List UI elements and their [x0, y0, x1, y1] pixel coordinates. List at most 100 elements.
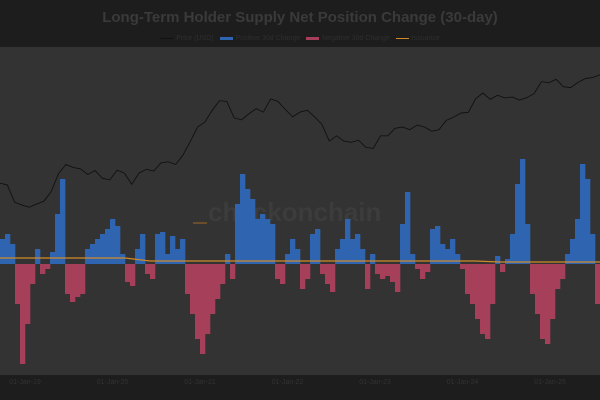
positive-change-bar — [345, 219, 351, 264]
positive-change-bar — [430, 229, 436, 264]
legend-item-price[interactable]: Price (USD) — [160, 35, 214, 42]
negative-change-bar — [215, 264, 221, 299]
negative-change-bar — [375, 264, 381, 274]
negative-change-bar — [480, 264, 486, 334]
legend-item-issuance[interactable]: Issuance — [395, 35, 440, 42]
negative-change-bar — [320, 264, 326, 274]
negative-change-bar — [540, 264, 546, 339]
negative-change-bar — [280, 264, 286, 284]
issuance-line — [0, 257, 600, 263]
positive-change-bar — [515, 184, 521, 264]
plot-area — [0, 47, 600, 375]
positive-change-bar — [155, 234, 161, 264]
negative-change-bar — [475, 264, 481, 319]
positive-change-bar — [445, 249, 451, 264]
negative-change-bar — [325, 264, 331, 284]
legend-swatch-positive — [219, 36, 233, 40]
watermark-text: checkonchain — [208, 197, 381, 227]
positive-change-bar — [525, 224, 531, 264]
positive-change-bar — [495, 256, 501, 264]
x-tick-label: 01-Jan-20 — [97, 379, 129, 386]
positive-change-bar — [55, 214, 61, 264]
negative-change-bar — [595, 264, 600, 304]
negative-change-bar — [125, 264, 131, 282]
negative-change-bar — [15, 264, 21, 304]
positive-change-bar — [95, 239, 101, 264]
legend-label: Price (USD) — [176, 35, 214, 42]
negative-change-bar — [220, 264, 226, 284]
negative-change-bar — [65, 264, 71, 294]
positive-change-bar — [135, 249, 141, 264]
negative-change-bar — [385, 264, 391, 276]
positive-change-bar — [265, 219, 271, 264]
x-tick-label: 01-Jan-21 — [184, 379, 216, 386]
negative-change-bar — [415, 264, 421, 269]
positive-change-bar — [405, 192, 411, 264]
positive-change-bar — [400, 224, 406, 264]
positive-change-bar — [165, 254, 171, 264]
positive-change-bar — [85, 249, 91, 264]
positive-change-bar — [115, 226, 121, 264]
negative-change-bar — [395, 264, 401, 292]
positive-change-bar — [255, 219, 261, 264]
negative-change-bar — [130, 264, 136, 286]
positive-change-bar — [240, 174, 246, 264]
negative-change-bar — [485, 264, 491, 339]
negative-change-bar — [300, 264, 306, 289]
positive-change-bar — [585, 179, 591, 264]
x-tick-label: 01-Jan-25 — [534, 379, 566, 386]
positive-change-bar — [360, 249, 366, 264]
negative-change-bar — [490, 264, 496, 304]
negative-change-bar — [20, 264, 26, 364]
negative-change-bar — [470, 264, 476, 304]
legend-item-negative[interactable]: Negative 30d Change — [306, 35, 390, 42]
negative-change-bar — [560, 264, 566, 279]
positive-change-bar — [60, 179, 66, 264]
watermark: checkonchain — [193, 197, 381, 227]
positive-change-bar — [270, 224, 276, 264]
positive-change-bar — [295, 249, 301, 264]
x-tick-label: 01-Jan-22 — [272, 379, 304, 386]
negative-change-bar — [150, 264, 156, 279]
positive-change-bar — [250, 199, 256, 264]
positive-change-bar — [105, 229, 111, 264]
legend: Price (USD) Positive 30d Change Negative… — [0, 35, 600, 42]
negative-change-bar — [185, 264, 191, 294]
positive-change-bar — [225, 254, 231, 264]
negative-change-bar — [230, 264, 236, 279]
negative-change-bar — [75, 264, 81, 297]
positive-change-bar — [170, 236, 176, 264]
positive-change-bar — [5, 234, 11, 264]
positive-change-bar — [565, 254, 571, 264]
positive-change-bar — [245, 189, 251, 264]
x-tick-label: 01-Jan-24 — [447, 379, 479, 386]
positive-change-bar — [180, 239, 186, 264]
negative-change-bar — [530, 264, 536, 294]
positive-change-bar — [335, 249, 341, 264]
negative-change-bar — [420, 264, 426, 279]
positive-change-bar — [570, 239, 576, 264]
x-tick-label: 01-Jan-23 — [359, 379, 391, 386]
negative-change-bar — [190, 264, 196, 314]
positive-change-bar — [410, 254, 416, 264]
positive-change-bar — [450, 239, 456, 264]
legend-item-positive[interactable]: Positive 30d Change — [219, 35, 300, 42]
negative-change-bar — [305, 264, 311, 279]
negative-change-bar — [535, 264, 541, 314]
legend-swatch-issuance — [395, 37, 409, 39]
negative-change-bar — [205, 264, 211, 334]
negative-change-bar — [545, 264, 551, 344]
positive-change-bar — [310, 234, 316, 264]
negative-change-bar — [500, 264, 506, 272]
negative-change-bar — [555, 264, 561, 289]
negative-change-bar — [330, 264, 336, 292]
negative-change-bar — [80, 264, 86, 294]
positive-change-bar — [370, 254, 376, 264]
positive-change-bar — [350, 239, 356, 264]
negative-change-bar — [195, 264, 201, 339]
positive-change-bar — [160, 232, 166, 264]
positive-change-bar — [355, 234, 361, 264]
positive-change-bar — [90, 244, 96, 264]
negative-change-bar — [550, 264, 556, 319]
